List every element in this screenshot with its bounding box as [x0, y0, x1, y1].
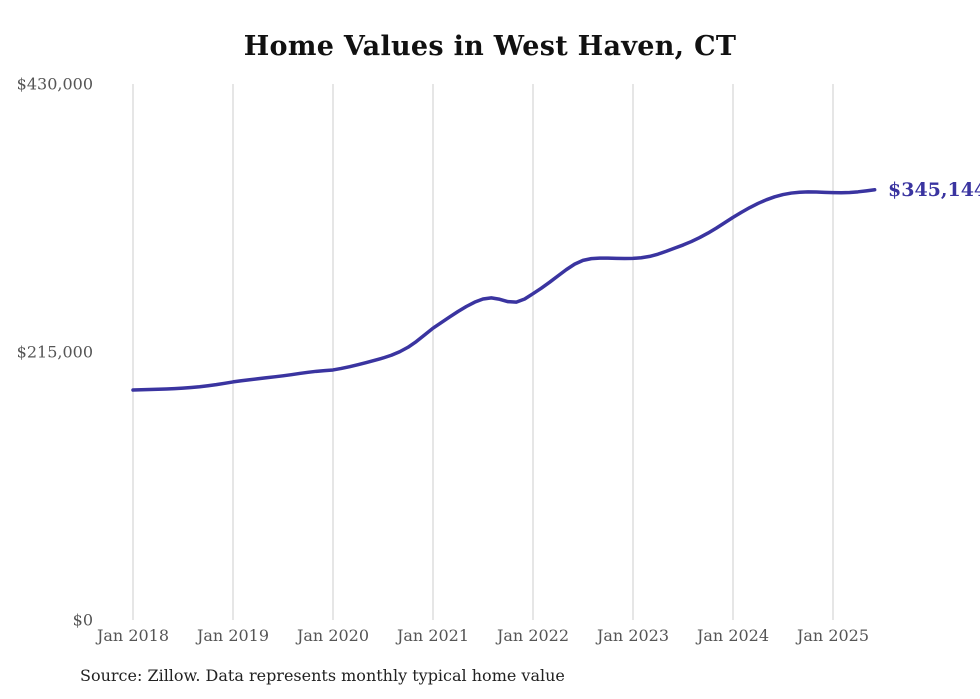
x-tick-label: Jan 2022	[495, 626, 569, 645]
latest-value-label: $345,144	[888, 179, 980, 201]
x-tick-label: Jan 2025	[795, 626, 869, 645]
y-tick-label: $430,000	[17, 75, 93, 94]
x-tick-label: Jan 2019	[195, 626, 269, 645]
x-tick-label: Jan 2018	[95, 626, 169, 645]
home-value-line	[131, 188, 877, 392]
x-tick-label: Jan 2021	[395, 626, 469, 645]
x-tick-label: Jan 2020	[295, 626, 369, 645]
y-tick-label: $0	[73, 611, 93, 630]
source-note: Source: Zillow. Data represents monthly …	[80, 666, 565, 685]
y-tick-label: $215,000	[17, 343, 93, 362]
chart-title: Home Values in West Haven, CT	[243, 31, 737, 62]
x-tick-label: Jan 2024	[695, 626, 769, 645]
x-tick-label: Jan 2023	[595, 626, 669, 645]
